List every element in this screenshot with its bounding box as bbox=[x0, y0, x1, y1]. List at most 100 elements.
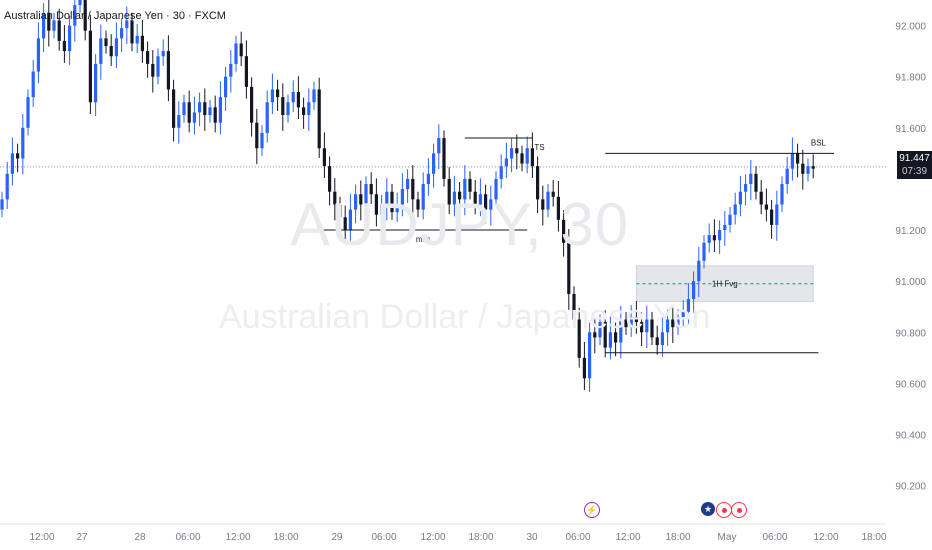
candle-body[interactable] bbox=[114, 38, 118, 57]
candle-body[interactable] bbox=[478, 194, 482, 205]
candle-body[interactable] bbox=[146, 51, 150, 64]
candle-body[interactable] bbox=[541, 199, 545, 210]
candle-body[interactable] bbox=[198, 102, 202, 113]
candle-body[interactable] bbox=[68, 25, 72, 52]
candle-body[interactable] bbox=[421, 184, 425, 210]
candle-body[interactable] bbox=[702, 242, 706, 261]
candle-body[interactable] bbox=[359, 194, 363, 205]
fvg-zone[interactable] bbox=[635, 265, 814, 303]
candle-body[interactable] bbox=[140, 35, 144, 52]
candle-body[interactable] bbox=[390, 191, 394, 213]
candle-body[interactable] bbox=[697, 260, 701, 282]
candle-body[interactable] bbox=[759, 191, 763, 205]
candle-body[interactable] bbox=[572, 293, 576, 320]
candle-body[interactable] bbox=[104, 38, 108, 47]
candle-body[interactable] bbox=[317, 89, 321, 149]
candle-body[interactable] bbox=[62, 40, 66, 52]
candle-body[interactable] bbox=[655, 337, 659, 346]
candle-body[interactable] bbox=[78, 0, 82, 6]
candle-body[interactable] bbox=[556, 196, 560, 220]
candle-body[interactable] bbox=[452, 191, 456, 205]
candle-body[interactable] bbox=[16, 153, 20, 159]
candle-body[interactable] bbox=[520, 153, 524, 164]
candle-body[interactable] bbox=[712, 235, 716, 241]
candle-body[interactable] bbox=[302, 107, 306, 116]
candle-body[interactable] bbox=[281, 97, 285, 116]
candle-body[interactable] bbox=[770, 209, 774, 225]
candle-body[interactable] bbox=[166, 51, 170, 90]
candle-body[interactable] bbox=[640, 322, 644, 333]
candle-body[interactable] bbox=[577, 319, 581, 358]
candle-body[interactable] bbox=[291, 92, 295, 103]
candle-body[interactable] bbox=[536, 166, 540, 200]
candle-body[interactable] bbox=[432, 153, 436, 174]
candle-body[interactable] bbox=[57, 20, 61, 41]
candle-body[interactable] bbox=[276, 89, 280, 98]
candle-body[interactable] bbox=[192, 112, 196, 123]
candle-body[interactable] bbox=[322, 148, 326, 167]
candle-body[interactable] bbox=[598, 322, 602, 338]
candle-body[interactable] bbox=[395, 204, 399, 213]
candle-body[interactable] bbox=[447, 178, 451, 205]
candle-body[interactable] bbox=[707, 235, 711, 243]
candle-body[interactable] bbox=[489, 199, 493, 210]
candle-body[interactable] bbox=[42, 12, 46, 39]
candle-body[interactable] bbox=[109, 46, 113, 57]
candle-body[interactable] bbox=[343, 217, 347, 231]
candle-body[interactable] bbox=[10, 153, 14, 174]
candle-body[interactable] bbox=[764, 204, 768, 210]
candle-body[interactable] bbox=[686, 299, 690, 312]
candle-body[interactable] bbox=[99, 38, 103, 64]
candle-body[interactable] bbox=[333, 191, 337, 205]
candle-body[interactable] bbox=[718, 230, 722, 241]
candle-body[interactable] bbox=[619, 319, 623, 343]
candle-body[interactable] bbox=[5, 173, 9, 200]
candle-body[interactable] bbox=[671, 319, 675, 328]
candle-body[interactable] bbox=[411, 178, 415, 200]
candle-body[interactable] bbox=[328, 166, 332, 192]
candle-body[interactable] bbox=[270, 89, 274, 103]
candle-body[interactable] bbox=[286, 102, 290, 116]
candle-body[interactable] bbox=[629, 316, 633, 328]
candle-body[interactable] bbox=[738, 191, 742, 205]
candle-body[interactable] bbox=[666, 319, 670, 333]
candle-body[interactable] bbox=[473, 191, 477, 205]
candle-body[interactable] bbox=[634, 316, 638, 323]
candle-body[interactable] bbox=[468, 178, 472, 192]
candle-body[interactable] bbox=[775, 204, 779, 225]
candle-body[interactable] bbox=[26, 97, 30, 128]
candle-body[interactable] bbox=[525, 148, 529, 164]
candle-body[interactable] bbox=[728, 214, 732, 225]
candle-body[interactable] bbox=[551, 191, 555, 197]
candle-body[interactable] bbox=[229, 63, 233, 77]
candle-body[interactable] bbox=[208, 107, 212, 116]
candle-body[interactable] bbox=[406, 178, 410, 190]
candle-body[interactable] bbox=[36, 38, 40, 72]
candle-body[interactable] bbox=[265, 102, 269, 133]
candle-body[interactable] bbox=[369, 184, 373, 195]
candle-body[interactable] bbox=[307, 102, 311, 116]
candle-body[interactable] bbox=[400, 189, 404, 205]
candle-body[interactable] bbox=[504, 158, 508, 167]
candle-body[interactable] bbox=[530, 148, 534, 167]
candle-body[interactable] bbox=[244, 56, 248, 87]
candle-body[interactable] bbox=[796, 153, 800, 164]
candle-body[interactable] bbox=[660, 332, 664, 346]
candle-body[interactable] bbox=[515, 148, 519, 154]
candle-body[interactable] bbox=[385, 191, 389, 205]
candle-body[interactable] bbox=[582, 357, 586, 379]
candle-body[interactable] bbox=[463, 178, 467, 200]
candle-body[interactable] bbox=[785, 168, 789, 185]
candle-body[interactable] bbox=[218, 97, 222, 123]
candle-body[interactable] bbox=[806, 166, 810, 174]
candle-body[interactable] bbox=[120, 28, 124, 39]
candle-body[interactable] bbox=[354, 194, 358, 210]
candle-body[interactable] bbox=[749, 173, 753, 185]
candle-body[interactable] bbox=[562, 219, 566, 243]
candle-body[interactable] bbox=[130, 20, 134, 44]
candle-body[interactable] bbox=[156, 56, 160, 77]
event-dot-icon[interactable] bbox=[731, 502, 747, 518]
candle-body[interactable] bbox=[510, 148, 514, 159]
